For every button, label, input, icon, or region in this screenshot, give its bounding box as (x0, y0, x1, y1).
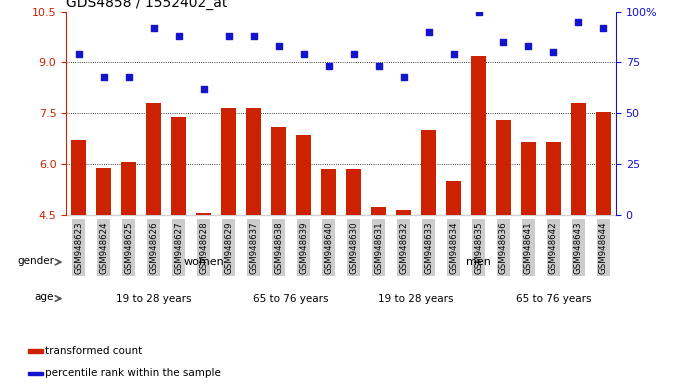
Bar (471, 56, 486, 215)
Bar (521, 142, 536, 215)
Text: 19 to 28 years: 19 to 28 years (116, 293, 191, 304)
Point (448, 51, 459, 57)
Text: gender: gender (17, 256, 54, 266)
Bar (371, 207, 386, 215)
Point (298, 51, 309, 57)
Point (473, 8, 484, 15)
Text: GDS4858 / 1552402_at: GDS4858 / 1552402_at (66, 0, 228, 10)
Point (323, 63, 334, 70)
Bar (171, 117, 186, 215)
Point (273, 43, 284, 49)
Text: percentile rank within the sample: percentile rank within the sample (45, 368, 221, 378)
Point (198, 86, 209, 92)
Bar (296, 135, 311, 215)
Text: transformed count: transformed count (45, 346, 142, 356)
Bar (271, 127, 286, 215)
Text: 19 to 28 years: 19 to 28 years (378, 293, 454, 304)
Point (398, 74, 409, 80)
Bar (221, 108, 236, 215)
Point (148, 25, 159, 31)
Point (123, 74, 134, 80)
Bar (571, 103, 586, 215)
Point (223, 33, 234, 39)
Bar (146, 103, 161, 215)
Bar (321, 169, 336, 215)
Bar (246, 108, 261, 215)
Bar (496, 120, 511, 215)
Point (548, 49, 559, 55)
Bar (28, 372, 42, 375)
Point (598, 25, 609, 31)
Point (373, 63, 384, 70)
Point (523, 43, 534, 49)
Point (173, 33, 184, 39)
Bar (96, 167, 111, 215)
Point (98, 74, 109, 80)
Text: 65 to 76 years: 65 to 76 years (516, 293, 591, 304)
Point (73, 51, 84, 57)
Bar (546, 142, 561, 215)
Point (498, 39, 509, 45)
Bar (421, 130, 436, 215)
Bar (28, 349, 42, 353)
Point (423, 29, 434, 35)
Point (248, 33, 259, 39)
Text: 65 to 76 years: 65 to 76 years (253, 293, 329, 304)
Text: age: age (35, 292, 54, 302)
Bar (446, 181, 461, 215)
Point (573, 19, 584, 25)
Bar (121, 162, 136, 215)
Point (348, 51, 359, 57)
Bar (596, 112, 611, 215)
Bar (196, 214, 211, 215)
Text: men: men (466, 257, 491, 267)
Bar (71, 141, 86, 215)
Bar (396, 210, 411, 215)
Text: women: women (183, 257, 224, 267)
Bar (346, 169, 361, 215)
